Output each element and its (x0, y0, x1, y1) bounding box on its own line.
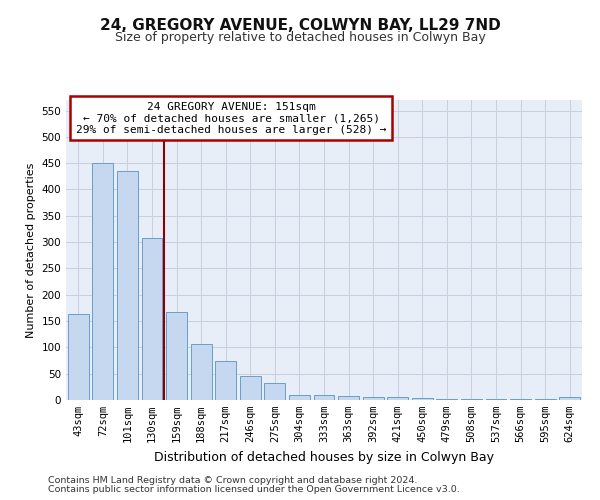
Bar (436, 399, 457, 400)
Bar (68, 314, 89, 400)
Bar (535, 399, 556, 400)
X-axis label: Distribution of detached houses by size in Colwyn Bay: Distribution of detached houses by size … (154, 450, 494, 464)
Bar (461, 399, 482, 400)
Bar (362, 398, 383, 400)
Y-axis label: Number of detached properties: Number of detached properties (26, 162, 36, 338)
Bar (314, 394, 334, 400)
Bar (142, 238, 163, 400)
Bar (559, 398, 580, 400)
Bar (117, 171, 138, 400)
Text: Contains public sector information licensed under the Open Government Licence v3: Contains public sector information licen… (48, 485, 460, 494)
Bar (215, 361, 236, 400)
Text: 24, GREGORY AVENUE, COLWYN BAY, LL29 7ND: 24, GREGORY AVENUE, COLWYN BAY, LL29 7ND (100, 18, 500, 32)
Bar (166, 312, 187, 400)
Bar (387, 398, 408, 400)
Bar (289, 394, 310, 400)
Bar (485, 399, 506, 400)
Bar (510, 399, 531, 400)
Bar (265, 382, 286, 400)
Bar (338, 396, 359, 400)
Bar (92, 163, 113, 400)
Bar (412, 398, 433, 400)
Bar (240, 376, 261, 400)
Text: 24 GREGORY AVENUE: 151sqm
← 70% of detached houses are smaller (1,265)
29% of se: 24 GREGORY AVENUE: 151sqm ← 70% of detac… (76, 102, 386, 134)
Bar (191, 344, 212, 400)
Text: Contains HM Land Registry data © Crown copyright and database right 2024.: Contains HM Land Registry data © Crown c… (48, 476, 418, 485)
Text: Size of property relative to detached houses in Colwyn Bay: Size of property relative to detached ho… (115, 31, 485, 44)
